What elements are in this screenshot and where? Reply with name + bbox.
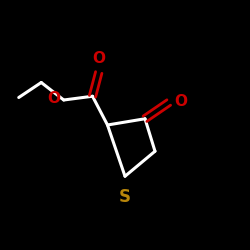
Text: O: O — [174, 94, 187, 109]
Text: O: O — [47, 91, 60, 106]
Text: O: O — [92, 51, 105, 66]
Text: S: S — [119, 188, 131, 206]
